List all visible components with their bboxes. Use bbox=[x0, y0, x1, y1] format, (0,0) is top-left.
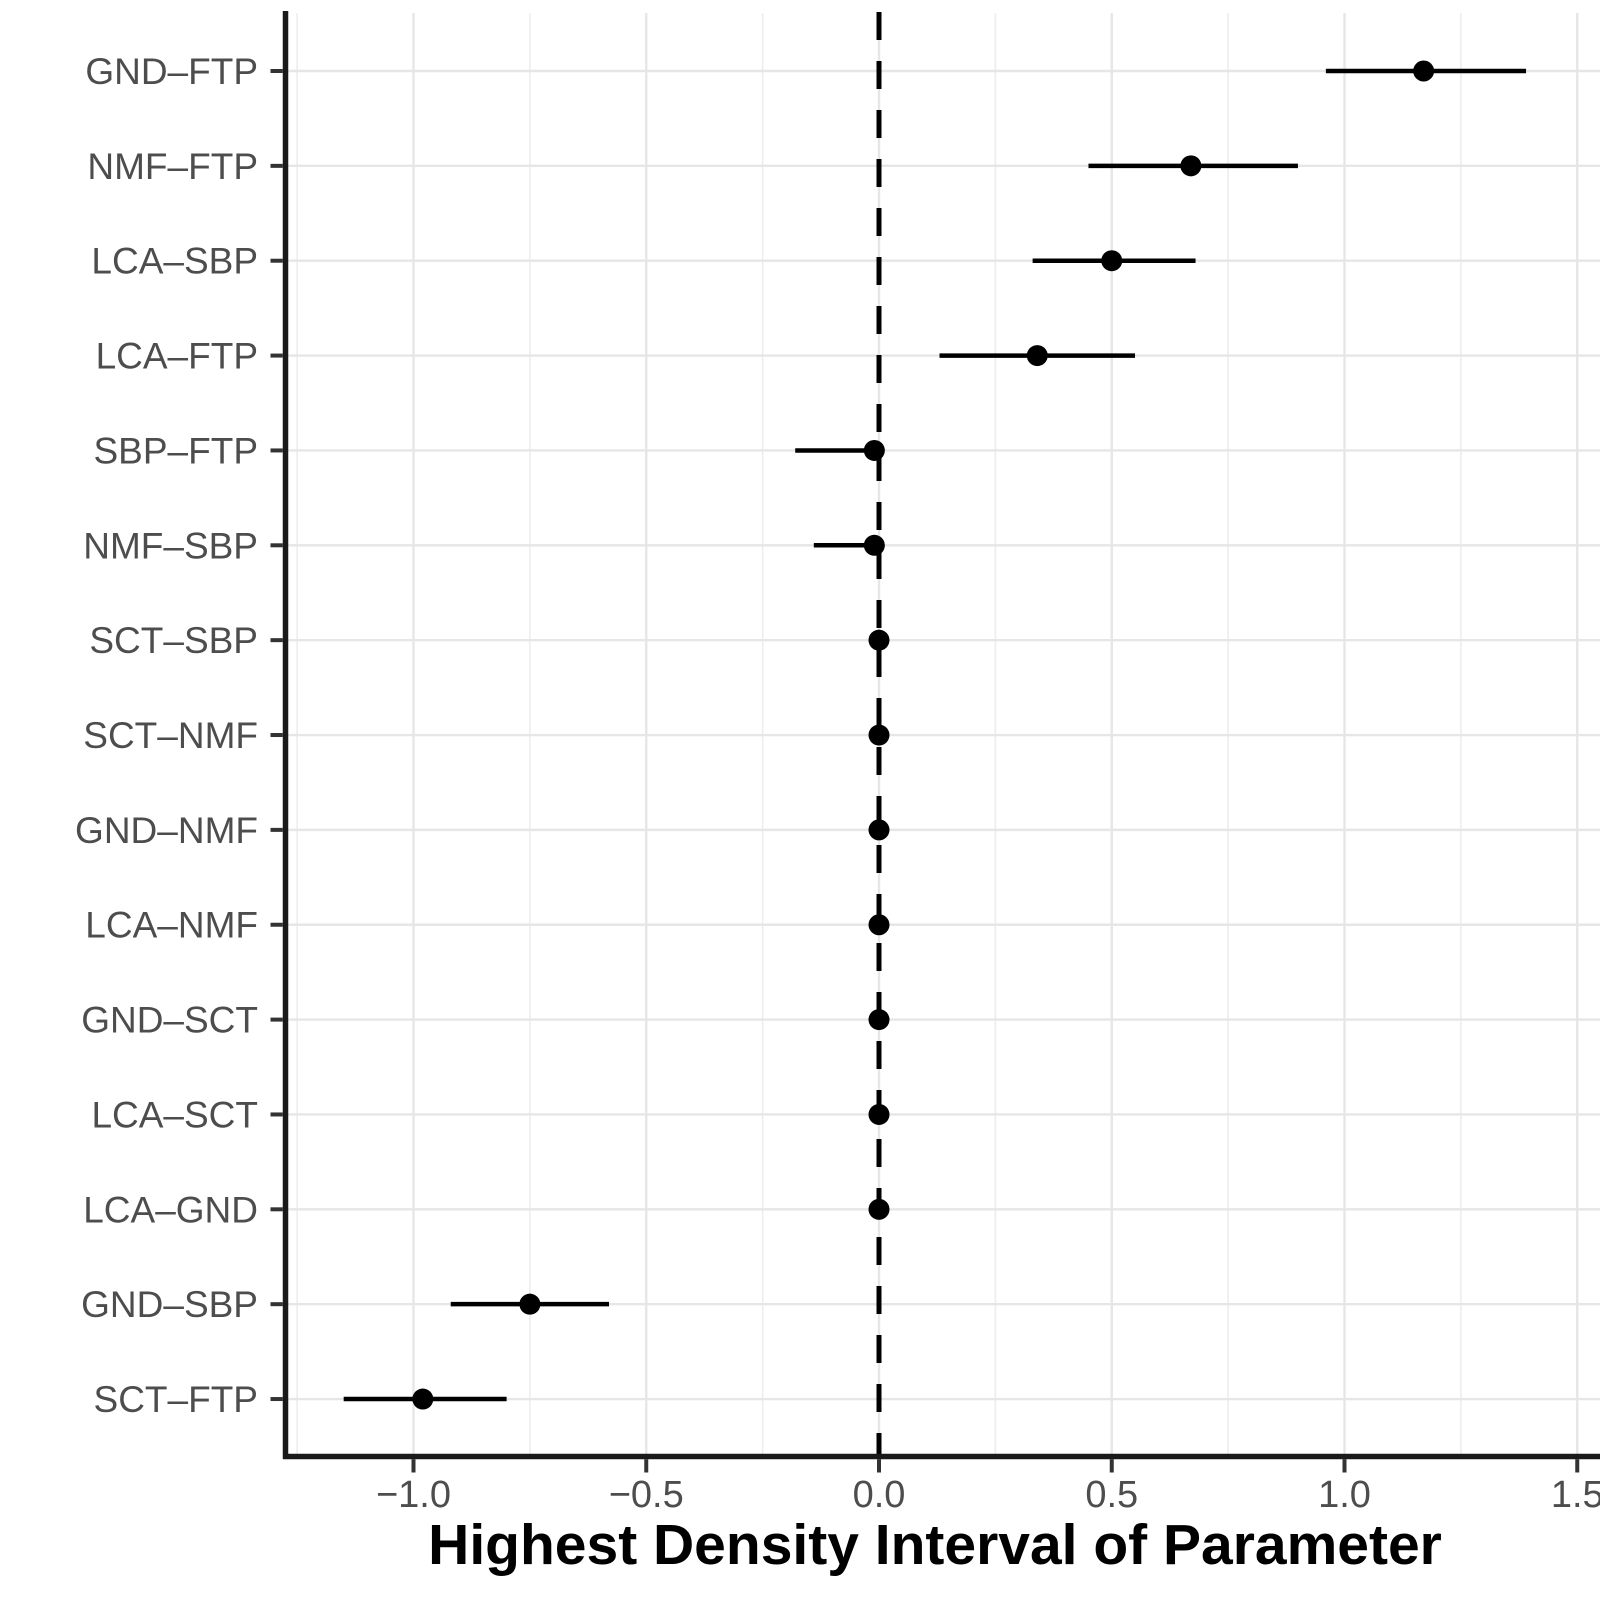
point-estimate-marker bbox=[412, 1388, 434, 1410]
y-axis-category-label: SCT–SBP bbox=[89, 620, 258, 661]
y-axis-category-label: LCA–SBP bbox=[91, 241, 258, 282]
x-axis-tick-label: 1.5 bbox=[1551, 1474, 1600, 1516]
point-estimate-marker bbox=[1413, 60, 1435, 82]
y-axis-category-label: GND–SBP bbox=[81, 1284, 258, 1325]
point-estimate-marker bbox=[863, 534, 885, 556]
point-estimate-marker bbox=[868, 1103, 890, 1125]
point-estimate-marker bbox=[1101, 250, 1123, 272]
point-estimate-marker bbox=[868, 629, 890, 651]
x-axis-tick-label: 0.0 bbox=[853, 1474, 906, 1516]
y-axis-category-label: SCT–FTP bbox=[94, 1379, 258, 1420]
axis-label-layer: −1.0 −0.5 0.0 0.5 1.0 1.5 GND–FTP NMF–FTP LCA–SB… bbox=[75, 51, 1600, 1516]
y-axis-category-label: SCT–NMF bbox=[83, 715, 258, 756]
x-axis-tick-label: −0.5 bbox=[609, 1474, 684, 1516]
interval-data-layer bbox=[343, 60, 1527, 1410]
x-axis-tick-label: 0.5 bbox=[1085, 1474, 1138, 1516]
y-axis-category-label: GND–SCT bbox=[81, 1000, 258, 1041]
x-axis-title: Highest Density Interval of Parameter bbox=[428, 1513, 1442, 1577]
y-axis-category-label: SBP–FTP bbox=[94, 430, 259, 471]
y-axis-category-label: NMF–FTP bbox=[87, 146, 258, 187]
y-axis-category-label: LCA–FTP bbox=[96, 336, 258, 377]
point-estimate-marker bbox=[868, 914, 890, 936]
point-estimate-marker bbox=[868, 1009, 890, 1031]
point-estimate-marker bbox=[1026, 345, 1048, 367]
grid-layer bbox=[285, 13, 1600, 1457]
x-axis-tick-label: 1.0 bbox=[1318, 1474, 1371, 1516]
x-axis-tick-label: −1.0 bbox=[376, 1474, 451, 1516]
point-estimate-marker bbox=[519, 1293, 541, 1315]
point-estimate-marker bbox=[868, 819, 890, 841]
point-estimate-marker bbox=[863, 439, 885, 461]
y-axis-category-label: NMF–SBP bbox=[83, 525, 258, 566]
y-axis-category-label: GND–NMF bbox=[75, 810, 258, 851]
axis-layer bbox=[270, 11, 1600, 1473]
y-axis-category-label: LCA–SCT bbox=[91, 1094, 258, 1135]
y-axis-category-label: LCA–GND bbox=[83, 1189, 258, 1230]
point-estimate-marker bbox=[1180, 155, 1202, 177]
y-axis-category-label: LCA–NMF bbox=[85, 905, 258, 946]
y-axis-category-label: GND–FTP bbox=[85, 51, 258, 92]
point-estimate-marker bbox=[868, 724, 890, 746]
point-estimate-marker bbox=[868, 1198, 890, 1220]
